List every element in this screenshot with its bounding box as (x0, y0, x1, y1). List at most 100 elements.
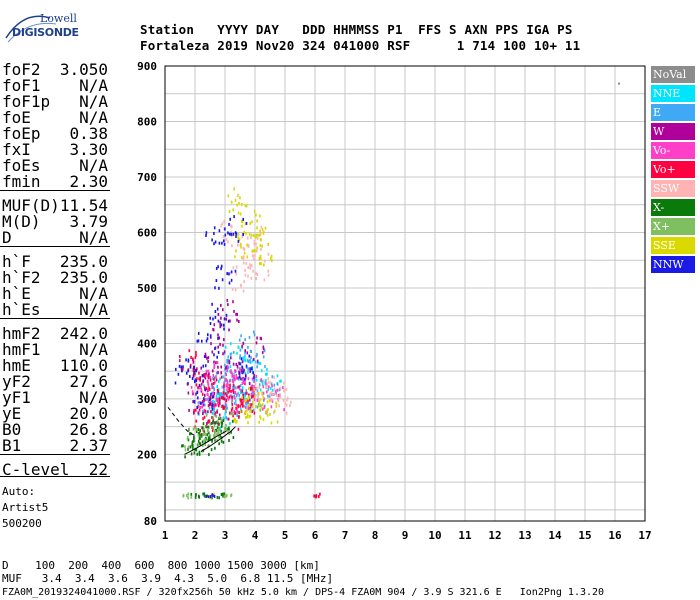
echo-pixel (239, 212, 242, 216)
echo-pixel (243, 247, 245, 251)
echo-pixel (238, 320, 240, 323)
echo-pixel (220, 267, 222, 271)
echo-pixel (223, 220, 225, 224)
echo-pixel (237, 385, 239, 389)
echo-pixel (257, 233, 259, 237)
echo-pixel (240, 334, 242, 338)
echo-pixel (211, 407, 214, 411)
echo-pixel (181, 369, 183, 373)
echo-pixel (263, 349, 266, 353)
echo-pixel (251, 391, 254, 395)
echo-pixel (258, 233, 261, 237)
echo-pixel (255, 235, 257, 239)
echo-pixel (195, 392, 197, 396)
echo-pixel (232, 414, 234, 418)
echo-pixel (210, 392, 212, 396)
echo-pixel (271, 384, 273, 388)
echo-pixel (206, 494, 208, 498)
echo-pixel (201, 392, 204, 396)
echo-pixel (221, 278, 224, 282)
echo-pixel (211, 382, 213, 386)
echo-pixel (247, 370, 249, 374)
echo-pixel (196, 367, 198, 371)
x-tick-label: 2 (192, 529, 199, 542)
echo-pixel (219, 342, 221, 346)
echo-pixel (214, 400, 216, 404)
legend-item: W (651, 123, 695, 140)
echo-pixel (261, 391, 263, 395)
echo-pixel (214, 310, 217, 313)
echo-point (238, 354, 255, 381)
echo-pixel (256, 273, 259, 276)
echo-pixel (201, 339, 203, 343)
echo-pixel (202, 433, 204, 437)
echo-pixel (200, 401, 202, 405)
echo-pixel (232, 300, 234, 304)
echo-pixel (267, 252, 270, 256)
echo-point (223, 493, 233, 499)
echo-point (212, 361, 235, 387)
echo-pixel (245, 374, 247, 378)
echo-point (217, 298, 240, 325)
echo-pixel (285, 411, 288, 415)
echo-pixel (247, 377, 250, 381)
echo-pixel (220, 375, 223, 379)
echo-pixel (266, 400, 269, 404)
echo-pixel (285, 387, 288, 391)
echo-pixel (230, 232, 233, 236)
echo-pixel (209, 434, 212, 438)
param-value: 26.8 (69, 420, 108, 439)
echo-pixel (209, 334, 212, 338)
echo-pixel (259, 388, 262, 392)
echo-point (182, 492, 193, 500)
echo-point (313, 492, 321, 499)
echo-pixel (196, 396, 199, 400)
echo-pixel (226, 396, 229, 400)
echo-pixel (206, 429, 209, 433)
echo-point (618, 82, 620, 85)
echo-pixel (260, 378, 262, 382)
echo-pixel (222, 391, 225, 395)
echo-pixel (202, 409, 204, 413)
echo-pixel (255, 405, 257, 409)
echo-pixel (199, 429, 201, 433)
echo-pixel (270, 405, 273, 409)
echo-pixel (212, 317, 214, 321)
echo-pixel (267, 408, 269, 411)
logo-swoosh-icon (5, 15, 57, 43)
echo-pixel (217, 313, 220, 316)
echo-pixel (251, 359, 254, 363)
echo-pixel (283, 408, 285, 412)
param-row: D N/A (2, 228, 108, 247)
echo-pixel (258, 385, 260, 389)
echo-pixel (235, 406, 237, 410)
echo-pixel (253, 257, 255, 261)
echo-point (190, 492, 200, 499)
echo-pixel (258, 262, 261, 266)
echo-pixel (224, 408, 227, 412)
echo-pixel (197, 443, 199, 447)
echo-pixel (206, 425, 209, 429)
echo-pixel (195, 426, 197, 430)
echo-pixel (198, 431, 201, 435)
echo-pixel (318, 495, 320, 499)
echo-pixel (216, 392, 218, 396)
echo-pixel (187, 492, 190, 496)
echo-pixel (215, 375, 217, 379)
echo-point (209, 302, 230, 331)
echo-pixel (222, 416, 225, 420)
echo-pixel (218, 380, 220, 383)
echo-pixel (255, 271, 257, 275)
echo-pixel (195, 408, 197, 412)
x-tick-label: 16 (608, 529, 622, 542)
echo-pixel (242, 392, 244, 396)
echo-pixel (198, 377, 200, 381)
echo-pixel (207, 420, 210, 424)
echo-pixel (253, 388, 256, 391)
y-tick-label: 300 (137, 393, 157, 406)
echo-pixel (235, 312, 237, 316)
echo-pixel (203, 384, 205, 388)
echo-pixel (253, 242, 256, 246)
echo-pixel (261, 403, 264, 406)
param-row: yE 20.0 (2, 404, 108, 423)
